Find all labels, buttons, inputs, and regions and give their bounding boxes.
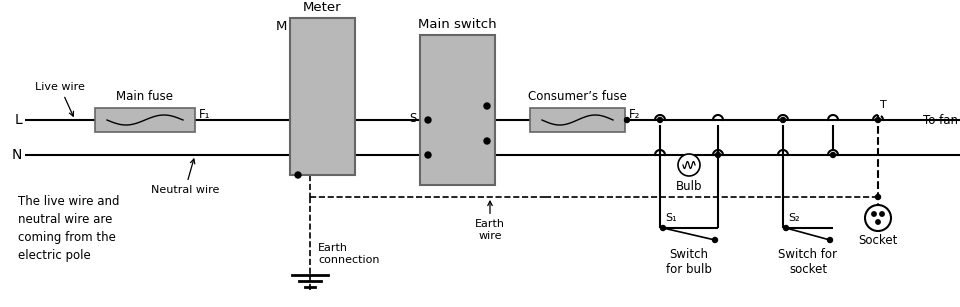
Circle shape	[828, 238, 832, 243]
Circle shape	[425, 152, 431, 158]
Text: M: M	[276, 20, 287, 33]
Text: Bulb: Bulb	[676, 180, 703, 193]
Text: Consumer’s fuse: Consumer’s fuse	[528, 90, 627, 103]
Text: The live wire and
neutral wire are
coming from the
electric pole: The live wire and neutral wire are comin…	[18, 195, 119, 262]
Bar	[290, 18, 355, 175]
Text: Switch for
socket: Switch for socket	[779, 248, 837, 276]
Text: To fan: To fan	[923, 115, 958, 127]
Circle shape	[876, 118, 880, 122]
Circle shape	[678, 154, 700, 176]
Bar	[95, 108, 195, 132]
Circle shape	[876, 220, 880, 224]
Text: Live wire: Live wire	[36, 82, 84, 116]
Circle shape	[780, 118, 785, 122]
Text: Switch
for bulb: Switch for bulb	[666, 248, 712, 276]
Text: F₁: F₁	[199, 107, 210, 121]
Text: S₁: S₁	[665, 213, 677, 223]
Text: Neutral wire: Neutral wire	[151, 159, 219, 195]
Text: Main fuse: Main fuse	[116, 90, 174, 103]
Circle shape	[865, 205, 891, 231]
Text: Socket: Socket	[858, 234, 898, 247]
Circle shape	[712, 238, 717, 243]
Circle shape	[876, 195, 880, 200]
Circle shape	[484, 138, 490, 144]
Circle shape	[879, 212, 884, 216]
Text: Meter: Meter	[303, 1, 342, 14]
Circle shape	[295, 172, 301, 178]
Text: Earth
connection: Earth connection	[318, 243, 379, 265]
Text: S₂: S₂	[788, 213, 800, 223]
Bar	[530, 108, 625, 132]
Bar	[420, 35, 495, 185]
Circle shape	[783, 226, 788, 231]
Circle shape	[872, 212, 876, 216]
Circle shape	[715, 153, 721, 157]
Circle shape	[425, 117, 431, 123]
Text: S: S	[410, 111, 417, 125]
Circle shape	[484, 103, 490, 109]
Text: L: L	[14, 113, 22, 127]
Circle shape	[658, 118, 662, 122]
Text: T: T	[880, 100, 887, 110]
Circle shape	[830, 153, 835, 157]
Circle shape	[660, 226, 665, 231]
Text: Earth
wire: Earth wire	[475, 201, 505, 241]
Text: N: N	[12, 148, 22, 162]
Text: F₂: F₂	[629, 107, 640, 121]
Circle shape	[625, 118, 630, 122]
Text: Main switch: Main switch	[419, 18, 497, 31]
